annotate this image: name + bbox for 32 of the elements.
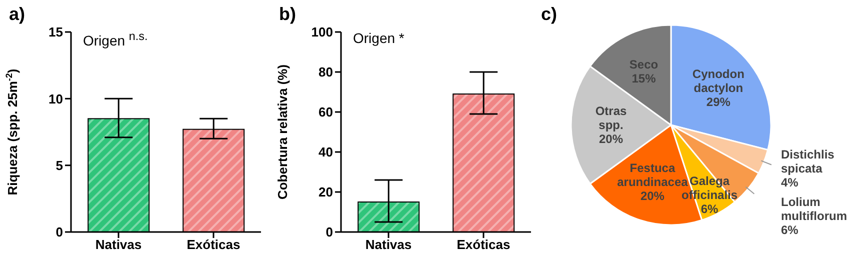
y-tick-label: 0 [326,224,333,240]
y-tick-label: 0 [56,224,63,240]
y-tick-label: 20 [318,184,333,200]
y-tick-label: 40 [318,144,333,160]
slice-label: Cynodon dactylon [692,67,744,96]
y-tick-label: 100 [311,24,333,40]
chart-title: b) [279,4,296,25]
y-tick-label: 60 [318,104,333,120]
data-label: 20% [640,189,665,204]
data-label: 6% [781,223,799,237]
slice-label: Seco [629,58,658,72]
slice-label: Otras spp. [595,104,627,132]
data-label: 15% [632,72,656,86]
data-label: 4% [781,176,799,190]
slice-label: Lolium multiflorum [781,195,847,223]
y-tick-label: 15 [48,24,63,40]
data-label: 6% [700,202,719,216]
y-tick-label: 5 [56,158,63,173]
data-label: 20% [598,132,624,146]
chart-title: a) [9,4,26,25]
y-axis-title: Cobertura relativa (%) [275,64,290,200]
annotation: Origen * [353,30,404,46]
slice-label: Distichlis spicata [781,148,835,176]
chart-title: c) [541,4,558,25]
x-tick-label: Nativas [365,237,412,252]
annotation: Origen $^{n.s.}$ [83,30,148,49]
data-label: 29% [706,95,731,110]
x-tick-label: Exóticas [456,237,510,252]
x-tick-label: Nativas [95,237,142,252]
x-tick-label: Exóticas [186,237,240,252]
y-tick-label: 10 [48,91,63,106]
y-tick-label: 80 [318,64,333,80]
